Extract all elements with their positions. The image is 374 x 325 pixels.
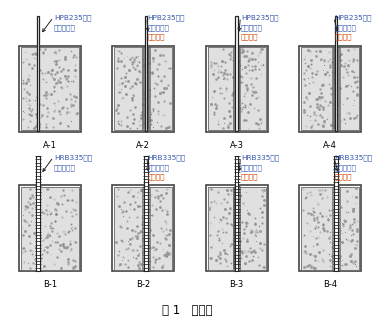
Bar: [299, 46, 361, 132]
Text: B-2: B-2: [136, 280, 150, 290]
Text: 水泥基材料: 水泥基材料: [334, 164, 356, 171]
Text: 水泥基材料: 水泥基材料: [241, 164, 263, 171]
Text: 多孔泡沫: 多孔泡沫: [147, 173, 165, 180]
Text: HRB335钢筋: HRB335钢筋: [54, 154, 92, 161]
Text: B-1: B-1: [43, 280, 57, 290]
Bar: [144, 156, 148, 271]
Bar: [112, 185, 174, 271]
Bar: [233, 187, 240, 270]
Bar: [301, 47, 359, 130]
Text: HRB335钢筋: HRB335钢筋: [147, 154, 186, 161]
Bar: [142, 47, 150, 130]
Bar: [206, 185, 268, 271]
Bar: [112, 46, 174, 132]
Bar: [206, 46, 268, 132]
Text: 图 1   试件图: 图 1 试件图: [162, 304, 212, 317]
Bar: [208, 187, 266, 270]
Bar: [21, 187, 79, 270]
Bar: [299, 185, 361, 271]
Bar: [335, 16, 337, 131]
Bar: [37, 16, 40, 131]
Text: 多孔泡沫: 多孔泡沫: [241, 173, 258, 180]
Text: 水泥基材料: 水泥基材料: [241, 24, 263, 31]
Bar: [233, 47, 240, 130]
Bar: [19, 46, 81, 132]
Bar: [142, 187, 150, 270]
Text: B-4: B-4: [323, 280, 337, 290]
Bar: [21, 47, 79, 130]
Text: 水泥基材料: 水泥基材料: [147, 24, 169, 31]
Bar: [37, 156, 40, 271]
Text: HRB335钢筋: HRB335钢筋: [241, 154, 279, 161]
Text: A-2: A-2: [136, 141, 150, 150]
Text: B-3: B-3: [230, 280, 244, 290]
Text: 多孔泡沫: 多孔泡沫: [334, 173, 352, 180]
Bar: [114, 187, 172, 270]
Bar: [19, 185, 81, 271]
Bar: [235, 156, 239, 271]
Text: HRB335钢筋: HRB335钢筋: [334, 154, 373, 161]
Text: HPB235钢筋: HPB235钢筋: [147, 15, 185, 21]
Text: A-3: A-3: [230, 141, 244, 150]
Bar: [301, 187, 359, 270]
Bar: [332, 47, 340, 130]
Bar: [236, 16, 238, 131]
Bar: [334, 156, 338, 271]
Text: 水泥基材料: 水泥基材料: [54, 164, 76, 171]
Bar: [114, 47, 172, 130]
Text: HPB235钢筋: HPB235钢筋: [54, 15, 91, 21]
Bar: [208, 47, 266, 130]
Text: HPB235钢筋: HPB235钢筋: [241, 15, 278, 21]
Text: A-1: A-1: [43, 141, 57, 150]
Text: 水泥基材料: 水泥基材料: [147, 164, 169, 171]
Text: 多孔泡沫: 多孔泡沫: [147, 33, 165, 40]
Text: A-4: A-4: [323, 141, 337, 150]
Text: HPB235钢筋: HPB235钢筋: [334, 15, 372, 21]
Bar: [332, 187, 340, 270]
Text: 多孔泡沫: 多孔泡沫: [241, 33, 258, 40]
Text: 水泥基材料: 水泥基材料: [334, 24, 356, 31]
Bar: [145, 16, 147, 131]
Text: 多孔泡沫: 多孔泡沫: [334, 33, 352, 40]
Text: 水泥基材料: 水泥基材料: [54, 24, 76, 31]
